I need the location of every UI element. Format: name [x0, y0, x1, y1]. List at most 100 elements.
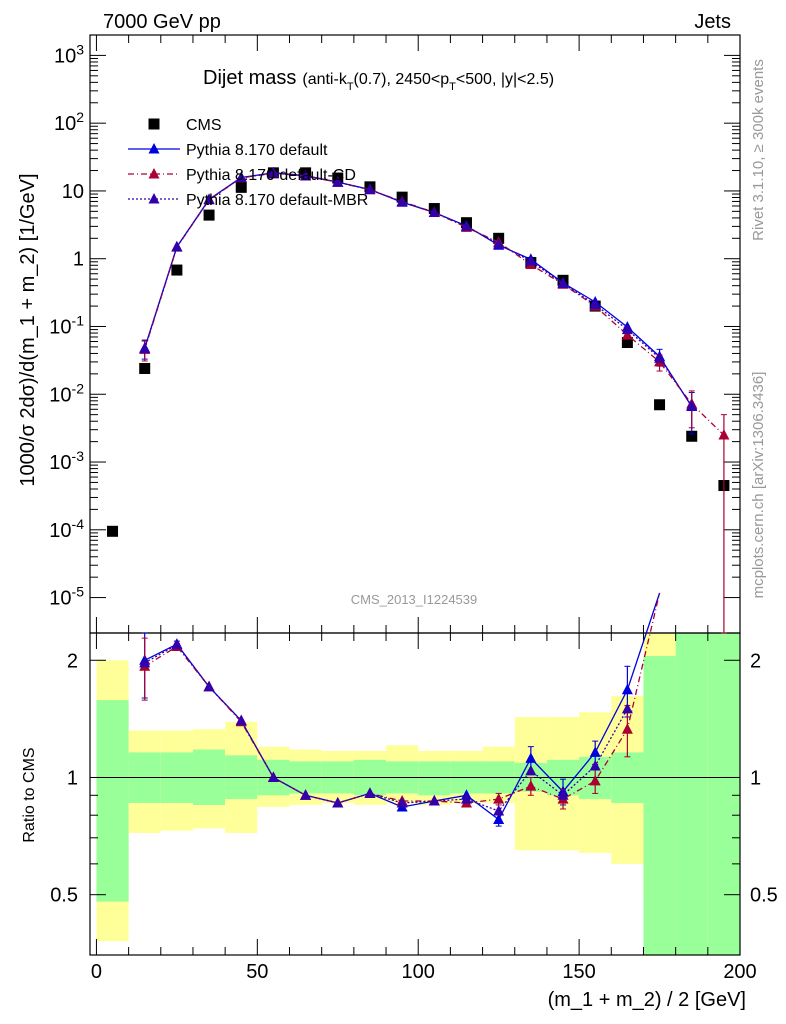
tick-label: 200	[723, 961, 756, 983]
data-point	[428, 795, 440, 806]
data-point	[364, 787, 376, 798]
series-line	[144, 644, 628, 812]
tick-label: 10-4	[49, 516, 84, 542]
data-point	[621, 328, 633, 340]
data-point	[718, 429, 730, 440]
data-point	[267, 166, 279, 178]
legend-label: Pythia 8.170 default-CD	[186, 167, 356, 184]
header-left: 7000 GeV pp	[103, 11, 221, 33]
band-inner	[418, 761, 451, 796]
band-inner	[707, 633, 740, 955]
data-point	[396, 796, 408, 808]
data-point	[235, 171, 247, 183]
plot-subtitle: (anti-kT(0.7), 2450<pT<500, |y|<2.5)	[302, 71, 554, 93]
header-right: Jets	[694, 11, 731, 33]
data-point	[171, 264, 183, 276]
data-point	[525, 752, 537, 763]
data-point	[332, 796, 344, 808]
data-point	[686, 430, 698, 442]
data-point	[493, 793, 505, 804]
tick-label: 150	[562, 961, 595, 983]
data-point	[589, 298, 601, 310]
data-point	[203, 209, 215, 221]
data-point	[654, 399, 666, 411]
data-point	[525, 255, 537, 266]
band-inner	[96, 700, 129, 902]
data-point	[396, 195, 408, 207]
data-point	[621, 702, 633, 714]
series-mbr	[139, 638, 633, 816]
tick-label: 50	[246, 961, 268, 983]
legend-marker	[148, 193, 160, 204]
tick-label: 100	[402, 961, 435, 983]
data-point	[364, 183, 376, 195]
mcplots-source-label: mcplots.cern.ch [arXiv:1306.3436]	[750, 372, 767, 599]
series-mbr	[139, 166, 698, 411]
tick-label: 2	[750, 650, 761, 672]
data-point	[621, 723, 633, 734]
legend-marker	[148, 168, 160, 179]
tick-label: 10-3	[49, 448, 84, 474]
tick-label: 0.5	[750, 885, 778, 907]
data-point	[203, 680, 215, 692]
legend-item-cms: CMS	[148, 117, 222, 134]
data-point	[332, 176, 344, 187]
data-point	[139, 342, 151, 354]
tick-label: 1	[750, 767, 761, 789]
data-point	[267, 771, 279, 782]
data-point	[139, 656, 151, 668]
data-point	[557, 277, 569, 289]
tick-label: 1	[73, 249, 84, 271]
data-point	[460, 793, 472, 804]
plot-title: Dijet mass (anti-kT(0.7), 2450<pT<500, |y…	[203, 67, 554, 93]
tick-label: 2	[67, 650, 78, 672]
legend-marker	[148, 143, 160, 154]
data-point	[493, 805, 505, 816]
tick-label: 1	[67, 767, 78, 789]
data-point	[171, 240, 183, 252]
tick-label: 0.5	[50, 885, 78, 907]
data-point	[589, 746, 601, 757]
legend-item-default: Pythia 8.170 default	[128, 142, 328, 159]
series-cms	[107, 167, 730, 537]
series-line	[144, 172, 693, 406]
data-point	[139, 362, 151, 374]
data-point	[686, 399, 698, 411]
band-inner	[643, 656, 676, 955]
analysis-watermark: CMS_2013_I1224539	[351, 592, 478, 607]
data-point	[203, 193, 215, 205]
data-point	[589, 774, 601, 786]
y-axis-label-main: 1000/σ 2dσ)/d(m_1 + m_2) [1/GeV]	[17, 173, 39, 486]
tick-label: 0	[91, 961, 102, 983]
plot-frames	[89, 34, 741, 956]
data-point	[300, 169, 312, 181]
data-point	[621, 683, 633, 695]
ratio-uncertainty-bands	[96, 633, 740, 955]
data-point	[493, 237, 505, 249]
tick-label: 10-2	[49, 380, 84, 406]
legend-item-mbr: Pythia 8.170 default-MBR	[128, 192, 368, 209]
data-point	[621, 337, 633, 349]
x-axis-label: (m_1 + m_2) / 2 [GeV]	[548, 989, 746, 1011]
legend: CMS Pythia 8.170 default Pythia 8.170 defa…	[128, 117, 368, 209]
data-point	[300, 789, 312, 800]
data-point	[235, 714, 247, 726]
legend-label: CMS	[186, 117, 222, 134]
data-point	[589, 760, 601, 771]
legend-label: Pythia 8.170 default-MBR	[186, 192, 368, 209]
tick-label: 10	[62, 181, 84, 203]
data-point	[525, 780, 537, 791]
data-point	[171, 638, 183, 650]
data-point	[428, 206, 440, 218]
series-cd	[139, 167, 730, 634]
data-point	[493, 813, 505, 824]
data-point	[654, 352, 666, 363]
tick-label: 103	[54, 41, 84, 67]
data-point	[557, 789, 569, 800]
data-point	[621, 323, 633, 335]
tick-label: 102	[54, 109, 84, 135]
legend-item-cd: Pythia 8.170 default-CD	[128, 167, 356, 184]
data-series	[107, 166, 730, 827]
